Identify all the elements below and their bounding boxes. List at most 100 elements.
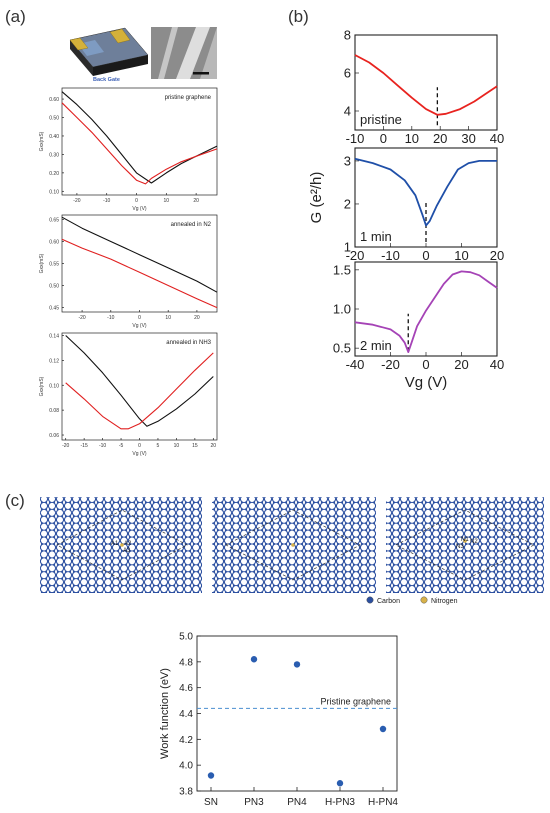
y-tick-label: 1.0 [333,302,351,317]
chart-b3: -40 -20 0 20 40 0.5 1.0 1.5 2 min Vg (V) [333,261,504,391]
y-tick-label: 0.45 [49,306,59,312]
x-tick-label: -10 [107,315,114,321]
x-tick-label: -15 [81,443,88,449]
series-line-2 [65,352,214,430]
x-axis-label: Vg (V) [132,323,147,329]
x-tick-label: 10 [164,198,170,204]
lattice-panel-2 [212,497,376,593]
x-tick-label: -10 [99,443,106,449]
panel-label-c: (c) [5,491,25,510]
series-line-1 [61,91,218,184]
y-tick-label: 1 [344,240,351,255]
x-tick-label: 10 [174,443,180,449]
x-tick-label: -20 [346,248,365,263]
x-tick-label: 10 [165,315,171,321]
device-schematic: Back Gate [69,27,149,83]
x-tick-label: PN4 [287,797,307,808]
x-tick-label: -40 [346,357,365,372]
x-tick-label: -10 [103,198,110,204]
x-tick-label: 0 [138,443,141,449]
series-line-1 [354,270,498,354]
y-axis-label: G (e²/h) [308,172,325,224]
legend-carbon: Carbon [377,598,400,605]
y-axis-label: Gxx(mS) [39,131,45,151]
x-tick-label: 10 [454,248,468,263]
y-tick-label: 0.5 [333,341,351,356]
data-point-sn [207,772,215,779]
x-tick-label: 0 [422,357,429,372]
y-tick-label: 0.60 [49,239,59,245]
y-tick-label: 4.0 [179,761,193,772]
sem-micrograph [151,27,217,79]
x-tick-label: -20 [73,198,80,204]
x-axis-label: Vg (V) [132,451,147,457]
y-tick-label: 0.12 [49,358,59,364]
legend-nitrogen: Nitrogen [431,598,458,605]
series-line-2 [61,102,218,185]
data-point-pn4 [293,661,301,668]
x-tick-label: -10 [346,131,365,146]
y-tick-label: 1.5 [333,262,351,277]
y-axis-label: Gxx(mS) [39,376,45,396]
y-tick-label: 3 [344,153,351,168]
x-tick-label: -20 [62,443,69,449]
chart-annotation: 2 min [360,338,392,353]
chart-a1: -20 -10 0 10 20 0.10 0.20 0.30 0.40 0.50 0.60 prist… [39,87,218,212]
chart-annotation: annealed in NH3 [166,340,211,346]
y-tick-label: 0.20 [49,171,59,177]
y-tick-label: 0.10 [49,189,59,195]
x-tick-label: 5 [157,443,160,449]
panel-label-a: (a) [5,7,26,26]
x-tick-label: PN3 [244,797,264,808]
y-tick-label: 8 [344,28,351,43]
y-tick-label: 0.14 [49,333,59,339]
series-line-1 [354,157,497,227]
y-tick-label: 0.65 [49,217,59,223]
y-tick-label: 6 [344,66,351,81]
x-tick-label: 20 [211,443,217,449]
y-tick-label: 0.10 [49,383,59,389]
x-tick-label: -5 [119,443,124,449]
x-tick-label: 0 [135,198,138,204]
scale-bar [193,72,209,75]
x-tick-label: -20 [381,357,400,372]
y-tick-label: 4.4 [179,709,193,720]
lattice-panel-3: N1 N2 N3 [386,497,544,593]
chart-work-function: 3.8 4.0 4.2 4.4 4.6 4.8 5.0 SN PN3 PN4 H-PN3 H-PN4 P… [159,632,398,809]
x-tick-label: 20 [193,198,199,204]
site-label-a1: A1 [111,541,119,547]
data-point-h-pn3 [336,780,344,787]
plot-frame [354,34,498,131]
lattice-legend: Carbon Nitrogen [366,596,458,605]
x-tick-label: 40 [490,357,504,372]
x-tick-label: 0 [422,248,429,263]
y-tick-label: 0.08 [49,408,59,414]
y-tick-label: 0.40 [49,134,59,140]
chart-annotation: annealed in N2 [171,222,212,228]
charts-layer: -20 -10 0 10 200.100.200.300.400.500.60 prist… [39,28,504,809]
x-tick-label: SN [204,797,218,808]
site-label-n2: N2 [470,539,478,545]
data-point-pn3 [250,656,258,663]
x-tick-label: 20 [454,357,468,372]
y-tick-label: 0.50 [49,284,59,290]
series-line-1 [354,54,498,116]
y-tick-label: 0.50 [49,116,59,122]
site-label-a3: A3 [123,548,131,554]
panel-label-b: (b) [288,7,309,26]
x-tick-label: 10 [405,131,419,146]
x-axis-label: Vg (V) [132,206,147,212]
y-tick-label: 4.6 [179,683,193,694]
y-tick-label: 0.55 [49,262,59,268]
y-tick-label: 5.0 [179,632,193,643]
x-tick-label: 40 [490,131,504,146]
x-tick-label: 20 [433,131,447,146]
reference-label: Pristine graphene [320,696,391,706]
series-line-2 [61,238,218,309]
x-tick-label: H-PN4 [368,797,398,808]
site-label-n1: N1 [461,537,469,543]
x-tick-label: -10 [381,248,400,263]
x-tick-label: 0 [380,131,387,146]
chart-annotation: pristine graphene [165,95,212,101]
